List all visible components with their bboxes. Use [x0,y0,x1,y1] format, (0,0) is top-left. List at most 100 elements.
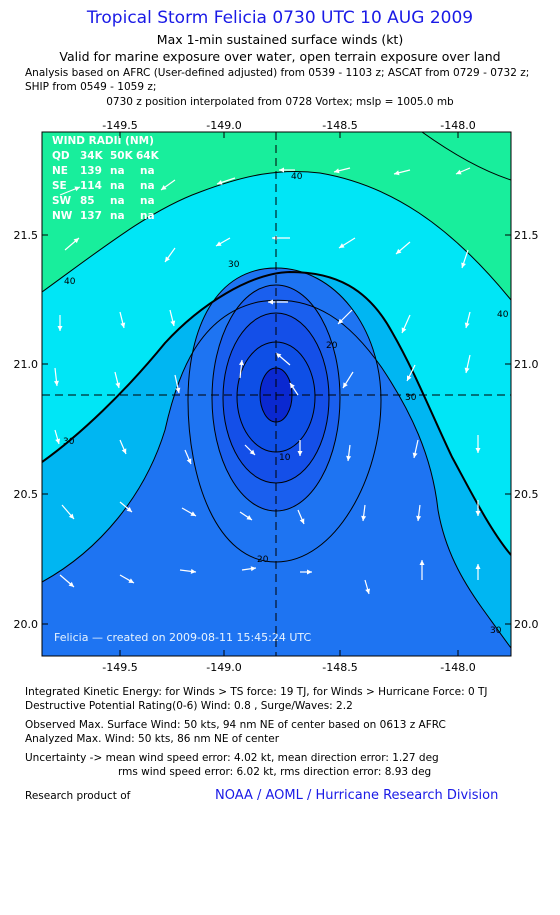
wind-vector-arrowhead [297,451,303,456]
wind-radii-col: 50K [110,150,134,162]
lat-tick-label: 20.5 [14,488,39,501]
wind-vector-arrowhead [165,256,170,262]
wind-vector-arrowhead [186,458,192,464]
wind-radii-cell: SE [52,180,67,192]
contour-label: 10 [279,453,291,463]
wind-vectors [53,167,481,595]
wind-vector-arrowhead [53,380,59,386]
wind-radii-cell: na [110,165,125,177]
wind-band-40-50kt [42,132,511,300]
wind-vector-arrowhead [464,322,470,328]
wind-vector-arrowhead [334,168,340,174]
contour-label: 30 [490,626,502,636]
lat-tick-label: 20.0 [14,618,39,631]
wind-vector-arrowhead [68,581,74,587]
dpr-line: Destructive Potential Rating(0-6) Wind: … [25,700,353,712]
wind-vector-arrowhead [412,452,418,458]
wind-vector-arrowhead [307,569,312,575]
wind-vector-arrowhead [416,515,422,521]
wind-radii-col: QD [52,150,70,162]
wind-vector-arrowhead [74,186,80,192]
wind-vector-arrowhead [346,455,352,461]
wind-vector-arrowhead [290,383,295,389]
contour-label: 30 [405,393,417,403]
wind-radii-cell: na [110,180,125,192]
wind-vector-arrowhead [401,327,407,333]
wind-radii-cell: na [140,165,155,177]
wind-vector-arrowhead [120,322,126,328]
wind-radii-cell: SW [52,195,72,207]
wind-radii-cell: 137 [80,210,102,222]
wind-vector-arrowhead [190,568,196,574]
axis-labels: -149.5 -149.0 -148.5 -148.0 -149.5 -149.… [14,119,539,674]
lat-tick-label: 20.0 [514,618,539,631]
ike-line: Integrated Kinetic Energy: for Winds > T… [25,686,488,698]
lat-tick-label: 21.0 [514,358,539,371]
lat-tick-label: 21.0 [14,358,39,371]
lat-tick-label: 21.5 [514,229,539,242]
contour-label: 30 [63,437,75,447]
uncertainty-line2: rms wind speed error: 6.02 kt, rms direc… [118,766,432,778]
lat-tick-label: 21.5 [14,229,39,242]
wind-vector-arrowhead [161,185,167,190]
contour-label: 40 [291,172,303,182]
wind-radii-cell: na [110,210,125,222]
lon-tick-label: -148.5 [322,119,357,132]
wind-vector-arrowhead [238,360,244,366]
wind-vector-arrowhead [279,167,284,173]
noaa-link[interactable]: NOAA / AOML / Hurricane Research Divisio… [215,788,499,803]
wind-radii-cell: na [140,195,155,207]
wind-vector-arrowhead [475,564,481,569]
wind-vector-arrowhead [339,243,345,248]
lon-tick-label: -149.0 [206,119,241,132]
wind-radii-cell: NE [52,165,68,177]
contour-label: 20 [326,341,338,351]
wind-vector-arrowhead [456,169,462,175]
wind-radii-header: WIND RADII (NM) [52,135,154,147]
wind-radii-cell: 114 [80,180,102,192]
lon-tick-label: -148.0 [440,661,475,674]
lon-tick-label: -149.5 [102,661,137,674]
wind-vector-arrowhead [216,241,222,246]
wind-vector-arrowhead [68,513,74,519]
contour-label-group: 40 30 20 10 20 30 30 40 30 40 [63,172,509,636]
uncertainty-line1: Uncertainty -> mean wind speed error: 4.… [25,752,439,764]
wind-radii-cell: 85 [80,195,95,207]
wind-vector-arrowhead [419,560,425,565]
wind-vector-arrowhead [128,578,134,583]
wind-vector-arrowhead [276,353,282,359]
wind-band-30-40kt [42,132,511,555]
wind-vector-arrowhead [343,382,348,388]
watermark: Felicia — created on 2009-08-11 15:45:24… [54,631,311,644]
plot-frame [41,131,512,657]
wind-vector-arrowhead [246,515,252,520]
wind-radii-cell: na [140,180,155,192]
wind-vector-arrowhead [396,248,402,254]
valid-note: Valid for marine exposure over water, op… [59,49,501,64]
wind-vector-arrowhead [55,438,61,444]
contour-label: 40 [497,310,509,320]
map-title: Tropical Storm Felicia 0730 UTC 10 AUG 2… [86,8,474,28]
observed-max-line: Observed Max. Surface Wind: 50 kts, 94 n… [25,719,446,731]
wind-vector-arrowhead [250,566,256,572]
wind-vector-arrowhead [361,515,367,521]
wind-vector-arrowhead [57,326,63,331]
wind-radii-col: 34K [80,150,104,162]
wind-vector-arrowhead [407,375,412,381]
center-crosshair [42,132,511,656]
lon-tick-label: -149.0 [206,661,241,674]
contour-label: 30 [228,260,240,270]
wind-vector-arrowhead [394,170,400,176]
analysis-sources-line1: Analysis based on AFRC (User-defined adj… [25,67,530,79]
wind-field-map: 40 30 20 10 20 30 30 40 30 40 WIND RADII… [14,119,539,674]
wind-vector-arrowhead [464,367,470,373]
wind-vector-arrowhead [475,448,481,453]
wind-radii-cell: 139 [80,165,102,177]
wind-vector-arrowhead [461,262,466,268]
position-note: 0730 z position interpolated from 0728 V… [106,96,454,108]
lon-tick-label: -148.0 [440,119,475,132]
wind-radii-cell: na [140,210,155,222]
wind-vector-arrowhead [249,449,255,455]
wind-radii-col: 64K [136,150,160,162]
wind-vector-arrowhead [217,180,223,185]
